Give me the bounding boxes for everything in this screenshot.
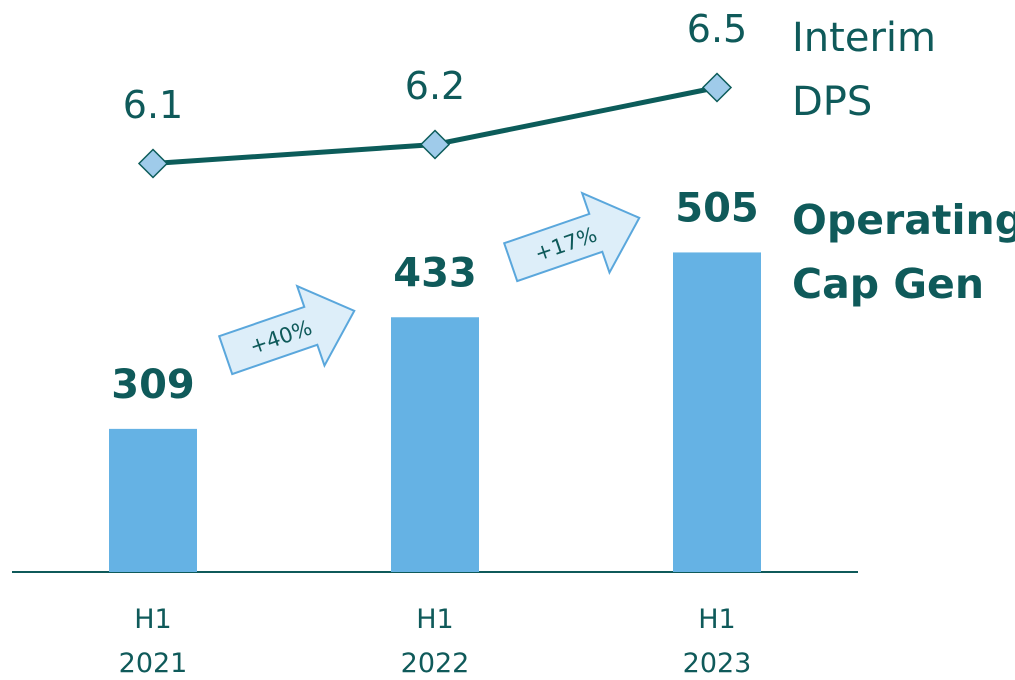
line-value-label: 6.5 (687, 7, 747, 51)
bar-value-label: 505 (675, 185, 759, 231)
line-marker (419, 129, 451, 160)
bar-value-label: 433 (393, 250, 477, 296)
growth-arrow: +40% (217, 284, 356, 376)
bar (391, 317, 479, 572)
arrow-shape (217, 284, 356, 376)
x-tick-label: H1 2021 (118, 604, 188, 679)
line-value-label: 6.2 (405, 64, 465, 108)
line-series-name: Interim DPS (792, 15, 936, 125)
bar (109, 428, 197, 572)
x-tick-label: H1 2022 (400, 604, 470, 679)
bar-value-label: 309 (111, 362, 195, 408)
growth-arrow: +17% (502, 191, 641, 283)
line-marker (137, 148, 169, 179)
arrow-shape (502, 191, 641, 283)
line-value-label: 6.1 (123, 83, 183, 127)
line-marker (701, 72, 733, 103)
x-tick-label: H1 2023 (682, 604, 752, 679)
bar (673, 252, 761, 572)
bar-series-name: Operating Cap Gen (792, 196, 1015, 308)
